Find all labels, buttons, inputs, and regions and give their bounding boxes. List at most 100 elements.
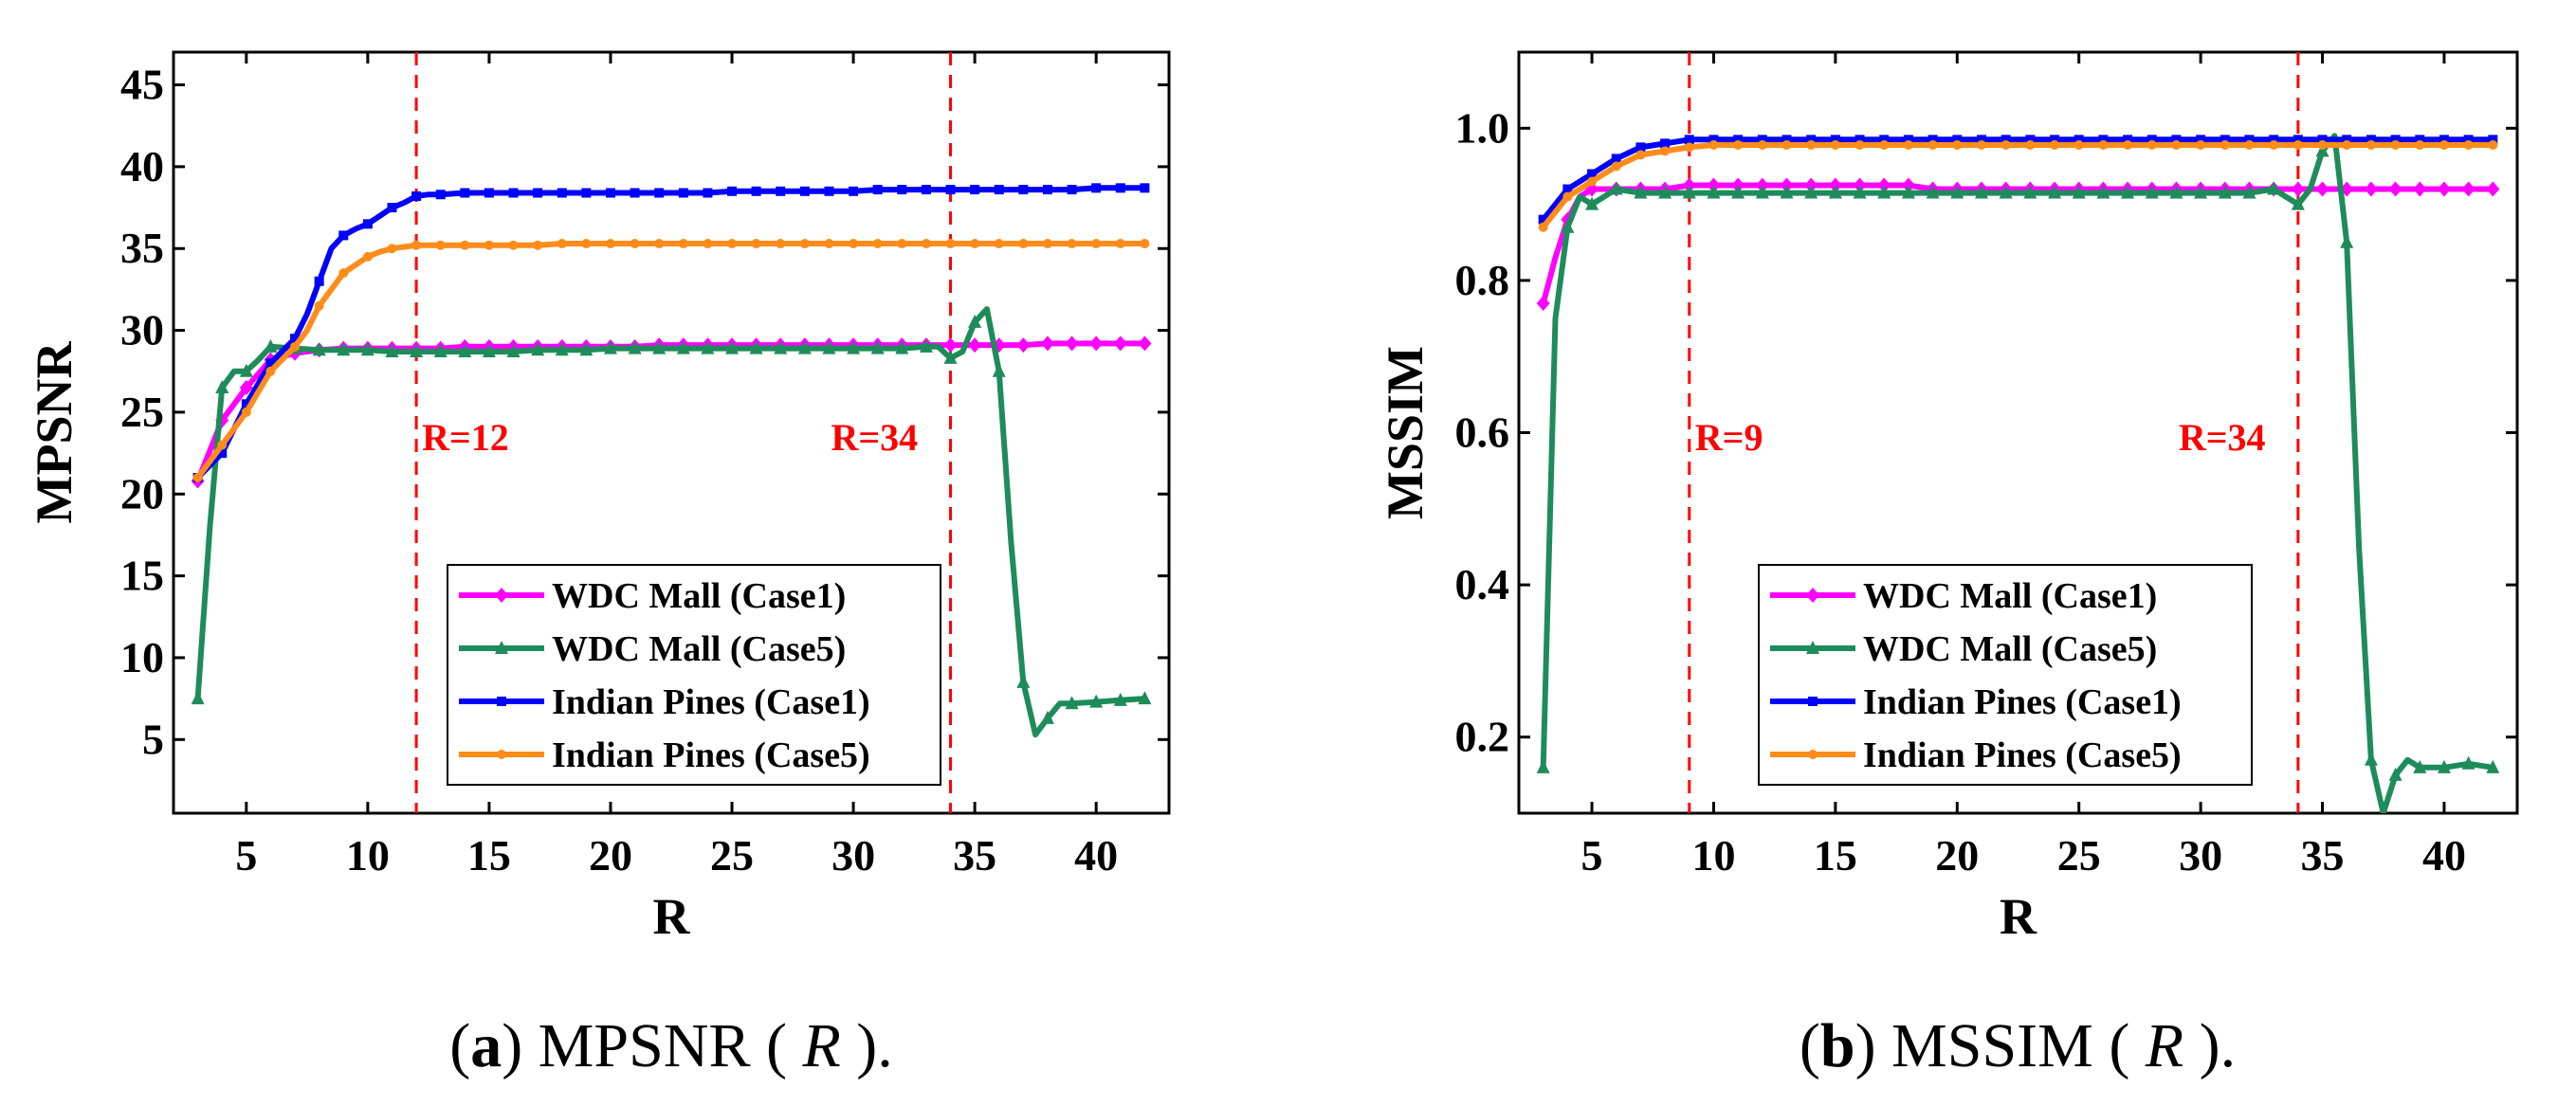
marker-triangle <box>385 344 399 358</box>
marker-circle <box>1854 139 1865 150</box>
y-tick-label: 1.0 <box>1455 103 1510 152</box>
y-tick-label: 0.2 <box>1455 713 1510 761</box>
marker-triangle <box>360 342 375 356</box>
x-tick-label: 10 <box>1691 831 1735 880</box>
x-axis-title: R <box>2000 888 2037 945</box>
y-tick-label: 40 <box>120 142 164 191</box>
marker-square <box>1757 135 1767 145</box>
marker-diamond <box>943 337 958 354</box>
marker-diamond <box>2461 181 2476 197</box>
marker-triangle <box>1609 181 1623 195</box>
panel-mssim: 0.2 0.4 0.6 0.8 1.0 5 10 15 20 25 30 35 40 MSSIM R R=9 R… <box>1377 50 2519 1080</box>
marker-square <box>630 188 640 198</box>
y-axis-title: MSSIM <box>1377 346 1434 519</box>
marker-circle <box>387 244 397 254</box>
marker-square <box>654 188 665 198</box>
marker-circle <box>1611 161 1621 172</box>
marker-circle <box>1091 239 1102 249</box>
marker-triangle <box>1682 185 1696 199</box>
marker-triangle <box>968 314 982 328</box>
y-tick-label: 0.6 <box>1455 408 1510 457</box>
marker-triangle <box>579 342 594 356</box>
marker-square <box>2342 135 2352 145</box>
marker-triangle <box>1999 185 2013 199</box>
marker-circle <box>1781 139 1792 150</box>
marker-circle <box>1660 146 1671 156</box>
marker-square <box>799 186 810 196</box>
marker-square <box>1879 135 1890 145</box>
marker-triangle <box>2486 759 2500 773</box>
marker-circle <box>2342 139 2352 150</box>
marker-triangle <box>506 344 521 358</box>
marker-triangle <box>1853 185 1867 199</box>
marker-triangle <box>870 340 885 354</box>
marker-square <box>1927 135 1938 145</box>
marker-square <box>2123 135 2133 145</box>
marker-triangle <box>1016 674 1031 688</box>
marker-square <box>727 186 738 196</box>
vline-annotation: R=34 <box>2179 416 2266 459</box>
plot-area <box>1536 133 2500 813</box>
marker-triangle <box>482 344 496 358</box>
plot-frame <box>172 50 1171 815</box>
marker-diamond <box>1016 337 1031 354</box>
marker-circle <box>2050 139 2060 150</box>
marker-square <box>945 185 956 195</box>
y-tick-label: 5 <box>142 715 164 763</box>
marker-square <box>872 185 883 195</box>
marker-diamond <box>1065 336 1079 352</box>
marker-circle <box>484 240 494 250</box>
marker-diamond <box>1853 177 1867 193</box>
marker-circle <box>921 239 931 249</box>
legend-label: Indian Pines (Case1) <box>1863 682 2182 722</box>
marker-square <box>265 358 276 369</box>
marker-square <box>776 186 786 196</box>
marker-diamond <box>2291 181 2305 197</box>
caption-tail: ). <box>841 1011 893 1080</box>
panel-caption: (a) MPSNR ( R ). <box>449 1011 893 1080</box>
marker-square <box>1587 169 1598 179</box>
caption-text: ) MPSNR ( <box>502 1011 802 1080</box>
marker-circle <box>435 240 446 250</box>
marker-square <box>1115 183 1125 193</box>
marker-triangle <box>1113 692 1127 706</box>
marker-triangle <box>1089 694 1104 708</box>
marker-square <box>2488 135 2498 145</box>
marker-square <box>970 185 980 195</box>
panel-caption: (b) MSSIM ( R ). <box>1800 1011 2236 1080</box>
marker-square <box>897 185 907 195</box>
marker-square <box>1952 135 1963 145</box>
marker-diamond <box>1901 177 1915 193</box>
marker-triangle <box>1731 185 1745 199</box>
marker-triangle <box>701 340 715 354</box>
marker-circle <box>1562 191 1573 202</box>
marker-square <box>1830 135 1840 145</box>
marker-circle <box>2196 139 2206 150</box>
marker-circle <box>1952 139 1963 150</box>
marker-circle <box>557 239 567 249</box>
marker-circle <box>2123 139 2133 150</box>
marker-square <box>1808 697 1818 706</box>
marker-triangle <box>725 340 740 354</box>
marker-circle <box>1976 139 1986 150</box>
marker-triangle <box>2461 755 2476 770</box>
marker-square <box>217 448 228 459</box>
marker-triangle <box>1658 185 1672 199</box>
marker-square <box>2196 135 2206 145</box>
marker-circle <box>411 240 422 250</box>
marker-triangle <box>1804 185 1818 199</box>
marker-square <box>2220 135 2230 145</box>
marker-circle <box>2269 139 2279 150</box>
marker-circle <box>2171 139 2182 150</box>
marker-triangle <box>191 691 205 705</box>
marker-circle <box>241 407 251 417</box>
marker-circle <box>1018 239 1029 249</box>
marker-circle <box>1733 139 1744 150</box>
marker-square <box>1091 183 1102 193</box>
marker-square <box>2050 135 2060 145</box>
marker-triangle <box>1138 691 1152 705</box>
marker-triangle <box>458 344 472 358</box>
marker-square <box>994 185 1004 195</box>
marker-circle <box>1927 139 1938 150</box>
marker-square <box>2366 135 2376 145</box>
